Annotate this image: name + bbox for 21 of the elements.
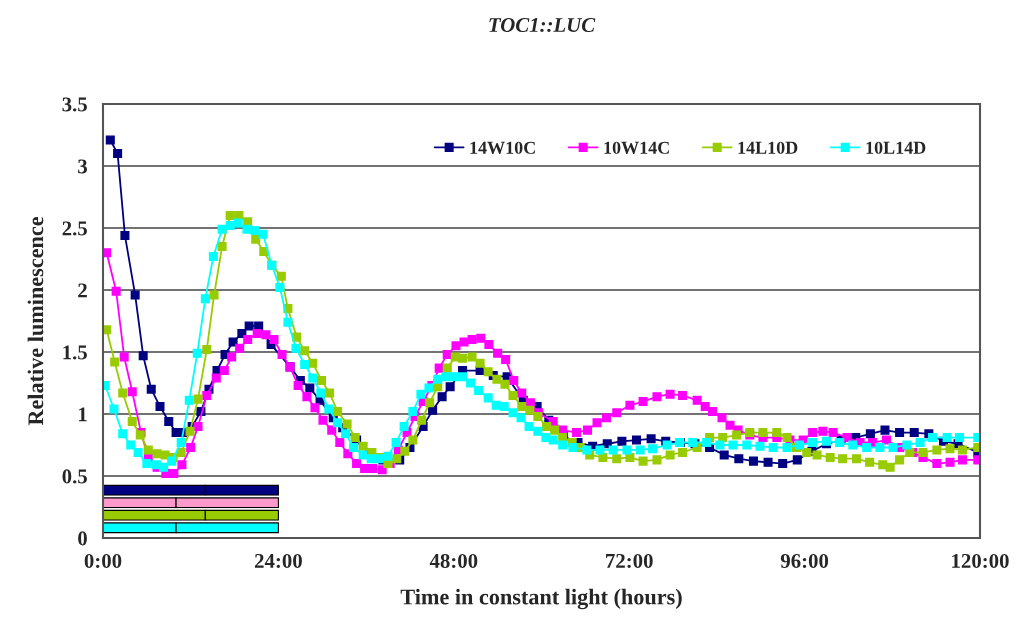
y-tick-label: 3	[78, 159, 88, 174]
y-tick-label: 2.5	[62, 221, 87, 236]
y-tick-label: 2	[78, 283, 87, 298]
legend-label: 14W10C	[470, 141, 535, 154]
y-tick-label: 3.5	[62, 97, 87, 112]
y-tick-label: 0.5	[62, 469, 87, 484]
x-axis-title: Time in constant light (hours)	[400, 588, 682, 610]
x-tick-label: 24:00	[254, 553, 302, 569]
chart-title: TOC1::LUC	[489, 17, 596, 33]
x-tick-label: 72:00	[606, 553, 653, 569]
legend-label: 14L10D	[738, 141, 798, 154]
y-tick-label: 1.5	[63, 345, 87, 360]
x-tick-label: 96:00	[780, 553, 829, 569]
x-tick-label: 0:00	[84, 553, 122, 569]
legend-label: 10L14D	[866, 141, 926, 154]
x-tick-label: 48:00	[429, 553, 478, 569]
y-tick-label: 0	[78, 531, 87, 546]
x-tick-label: 120:00	[952, 553, 1009, 569]
legend-label: 10W14C	[604, 141, 669, 154]
y-axis-title: Relative luminescence	[27, 216, 44, 426]
y-tick-label: 1	[78, 407, 87, 422]
